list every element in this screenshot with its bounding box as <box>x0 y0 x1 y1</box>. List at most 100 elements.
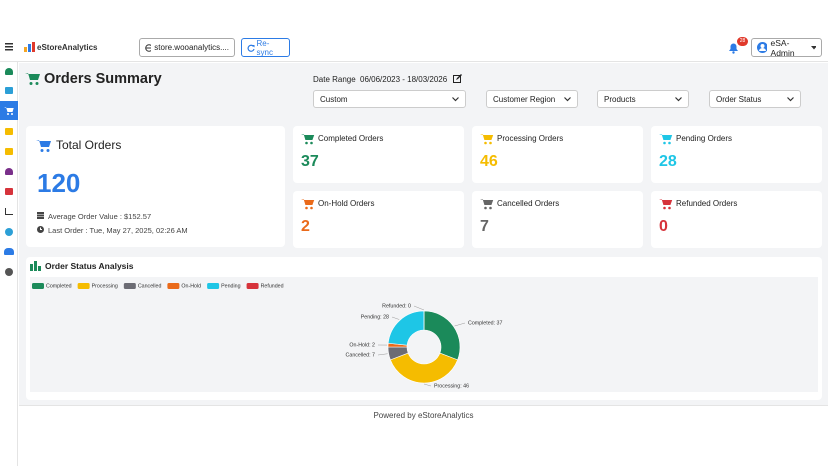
bell-icon[interactable] <box>728 42 739 54</box>
status-card: Completed Orders 37 <box>293 126 464 183</box>
card-value: 2 <box>301 218 310 235</box>
nav-revenue[interactable] <box>5 128 13 135</box>
card-label: On-Hold Orders <box>318 199 375 208</box>
edit-icon[interactable] <box>453 74 462 83</box>
cart-wheel <box>305 141 308 145</box>
summary-cart-icon <box>25 73 40 85</box>
legend-swatch <box>77 283 90 289</box>
cart-body <box>480 199 494 205</box>
legend-label: Pending <box>221 283 240 289</box>
cart-wheel <box>489 141 492 145</box>
leader-line <box>377 353 388 356</box>
filter-dropdown[interactable]: Customer Region <box>486 90 578 108</box>
nav-orders-icon <box>4 107 14 115</box>
caret <box>675 97 682 102</box>
cart-body <box>301 199 315 205</box>
coins-icon <box>37 212 44 219</box>
store-button[interactable]: store.wooanalytics.... <box>139 38 235 57</box>
nav-settings[interactable] <box>5 228 13 236</box>
user-icon <box>757 42 767 53</box>
card-cart-icon <box>301 199 315 210</box>
filter-text: Customer Region <box>493 94 556 104</box>
cart-wheel <box>663 206 666 210</box>
user-button[interactable]: eSA-Admin <box>751 37 822 58</box>
total-value: 120 <box>37 168 81 198</box>
cart-wheel <box>310 206 313 210</box>
filter-dropdown[interactable]: Order Status <box>709 90 801 108</box>
donut-slice <box>387 310 425 346</box>
caret <box>452 97 459 102</box>
card-label: Cancelled Orders <box>497 199 560 208</box>
card-value: 7 <box>480 218 489 235</box>
legend-label: Refunded <box>261 283 284 289</box>
menu-icon[interactable] <box>5 43 14 51</box>
caret-path <box>564 97 571 102</box>
card-label: Processing Orders <box>497 134 564 143</box>
status-card: On-Hold Orders 2 <box>293 191 464 248</box>
legend-label: Completed <box>46 283 72 289</box>
store-text: store.wooanalytics.... <box>154 43 229 52</box>
filter-text: Products <box>604 94 636 104</box>
donut-slice <box>423 310 461 361</box>
data-label: Processing: 46 <box>434 383 469 389</box>
nav-orders-active[interactable] <box>0 101 18 120</box>
card-cart-icon <box>659 199 673 210</box>
clock-icon <box>37 226 44 233</box>
cart-body <box>659 134 673 140</box>
nav-users[interactable] <box>4 248 14 255</box>
legend-label: On-Hold <box>181 283 201 289</box>
page-title: Orders Summary <box>44 71 162 87</box>
cart-body <box>480 134 494 140</box>
data-label: Refunded: 0 <box>382 303 411 309</box>
caret-path <box>452 97 459 102</box>
data-label: Pending: 28 <box>361 314 389 320</box>
card-label: Pending Orders <box>676 134 733 143</box>
footer: Powered by eStoreAnalytics <box>19 405 828 425</box>
logo-text: eStoreAnalytics <box>37 43 98 52</box>
nav-reports[interactable] <box>5 87 13 94</box>
average-order-value: Average Order Value : $152.57 <box>48 212 152 221</box>
nav-dashboard[interactable] <box>5 68 13 75</box>
cart-wheel <box>484 141 487 145</box>
top-bar: eStoreAnalytics store.wooanalytics.... R… <box>0 0 828 62</box>
legend-swatch <box>32 283 44 289</box>
leader-line <box>423 383 432 387</box>
cart-wheel <box>310 141 313 145</box>
nav-shipping[interactable] <box>5 188 13 195</box>
sidebar <box>0 62 18 466</box>
cart-wheel <box>489 206 492 210</box>
cart-wheel <box>668 206 671 210</box>
card-value: 28 <box>659 153 677 170</box>
card-value: 46 <box>480 153 498 170</box>
leader-line <box>454 322 466 327</box>
chart-icon <box>30 261 41 271</box>
nav-help[interactable] <box>5 268 13 276</box>
status-card: Processing Orders 46 <box>472 126 643 183</box>
total-cart-icon <box>36 140 51 152</box>
filter-dropdown[interactable]: Custom <box>313 90 466 108</box>
card-cart-icon <box>301 134 315 145</box>
card-cart-icon <box>480 134 494 145</box>
leader-line <box>413 305 425 311</box>
filter-text: Custom <box>320 94 348 104</box>
legend-label: Cancelled <box>138 283 162 289</box>
nav-customers[interactable] <box>5 168 13 175</box>
donut-slice <box>390 352 458 384</box>
resync-text: Re-sync <box>256 38 273 57</box>
nav-products[interactable] <box>5 148 13 155</box>
card-cart-icon <box>659 134 673 145</box>
leader-line <box>391 316 400 320</box>
resync-button[interactable]: Re-sync <box>241 38 290 57</box>
user-text: eSA-Admin <box>770 37 795 58</box>
status-card: Pending Orders 28 <box>651 126 822 183</box>
total-title: Total Orders <box>56 138 122 152</box>
nav-analytics[interactable] <box>5 208 13 215</box>
notification-badge: 28 <box>737 37 748 46</box>
legend-label: Processing <box>92 283 118 289</box>
cart-wheel <box>668 141 671 145</box>
status-card: Refunded Orders 0 <box>651 191 822 248</box>
date-range-value: 06/06/2023 - 18/03/2026 <box>360 75 448 84</box>
filter-dropdown[interactable]: Products <box>597 90 689 108</box>
